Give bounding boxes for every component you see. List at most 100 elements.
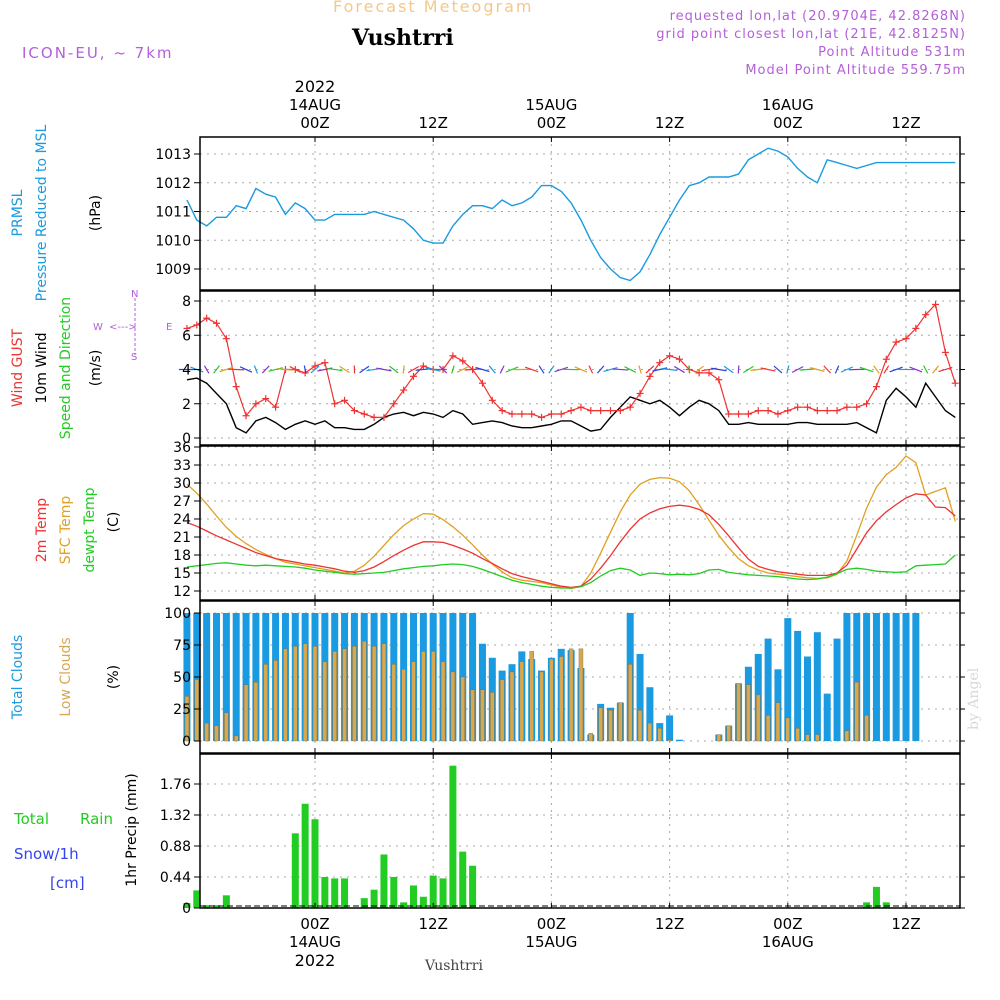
low-cloud-bar [765,715,771,742]
wind-arrow [938,366,953,373]
low-cloud-bar [628,664,633,742]
low-cloud-bar [805,734,810,742]
y-tick-label: 1013 [155,147,191,163]
rain-bar [321,877,329,908]
rain-bar [469,865,477,908]
footer-location: Vushtrri [425,958,483,974]
rain-bar [193,890,201,908]
wind-arrow [438,365,448,374]
wind-arrow [596,365,605,374]
low-cloud-bar [519,661,525,742]
total-cloud-bar [213,613,220,741]
top-hour-label: 12Z [655,114,684,132]
wind-arrow [554,366,569,373]
total-cloud-bar [833,638,841,741]
low-cloud-bar [283,648,288,742]
y-tick-label: 2 [182,397,191,413]
total-cloud-bar [222,613,230,741]
bottom-hour-label: 12Z [419,915,448,933]
low-cloud-bar [667,739,672,742]
low-cloud-bar [233,735,239,742]
wind-arrow [303,365,307,374]
wind-arrow [268,367,283,372]
compass-n: N [131,289,138,300]
y-tick-label: 12 [173,584,191,600]
wind-arrow [407,365,420,374]
wind-arrow [326,367,343,372]
top-year-label: 2022 [295,77,336,96]
wind-arrow [574,366,588,373]
wind-arrow [661,368,678,371]
wind-arrow [538,365,545,374]
low-cloud-bar [588,733,593,742]
wind-arrow [389,365,399,374]
low-cloud-bar [509,671,515,742]
rain-bar [183,903,191,908]
low-cloud-bar [480,689,485,742]
wind-arrow [932,365,940,374]
low-cloud-bar [864,715,869,742]
y-tick-label: 50 [173,670,191,686]
y-tick-label: 1.76 [160,777,191,793]
total-cloud-bar [813,632,821,741]
low-cloud-bar [411,661,416,742]
wind-arrow [488,365,496,374]
low-cloud-bar [293,646,298,742]
wind-arrow [723,365,734,374]
rain-bar [213,905,220,908]
low-cloud-bar [608,710,613,742]
total-cloud-bar [843,613,851,741]
gust-label: Wind GUST [10,328,26,407]
rain-bar [331,878,339,908]
y-tick-label: 25 [173,702,191,718]
compass-w: W [93,322,103,333]
low-cloud-bar [460,676,465,742]
total-cloud-bar [764,638,772,741]
pressure-unit: (hPa) [88,195,104,231]
low-cloud-bar [352,646,357,742]
total-cloud-bar [183,613,191,741]
top-hour-label: 00Z [537,114,566,132]
sfc-temp-label: SFC Temp [58,496,74,565]
total-cloud-bar [784,618,792,741]
wind-arrow [289,366,302,373]
low-cloud-bar [598,707,603,742]
total-cloud-bar [666,715,674,741]
low-cloud-bar [362,640,367,742]
low-cloud-bar [440,661,446,742]
low-cloud-bar [263,664,268,742]
gust-line [186,303,956,419]
wind-arrow [499,365,505,374]
y-tick-label: 18 [173,548,191,564]
y-tick-label: 24 [173,512,191,528]
low-cloud-bar [312,646,318,742]
sfc-temp-line [186,455,956,590]
dewpt-line [186,554,956,589]
rain-bar [882,902,890,908]
total-cloud-bar [636,653,644,741]
total-cloud-bar [232,613,240,741]
low-cloud-bar [371,646,377,742]
rain-bar [459,851,467,908]
low-cloud-bar [568,648,574,742]
low-cloud-bar [795,728,800,742]
total-cloud-bar [882,613,890,741]
wind-arrow [760,367,776,372]
bottom-day-label: 14AUG [289,933,341,951]
y-tick-label: 4 [182,363,191,379]
total-cloud-bar [242,613,250,741]
wind-arrow [624,366,637,373]
wind-arrow [923,365,929,374]
low-cloud-bar [716,734,722,742]
low-cloud-bar [322,661,328,742]
y-tick-label: 8 [182,294,191,310]
requested-coords: requested lon,lat (20.9704E, 42.8268N) [669,9,966,24]
low-cloud-bar [332,651,337,742]
y-tick-label: 1009 [155,262,191,278]
bottom-day-label: 16AUG [762,933,814,951]
low-cloud-bar [618,702,623,742]
wind-arrow [840,366,854,373]
wind-arrow [339,365,350,374]
rain-bar [449,765,457,908]
wind-arrow [464,368,481,371]
